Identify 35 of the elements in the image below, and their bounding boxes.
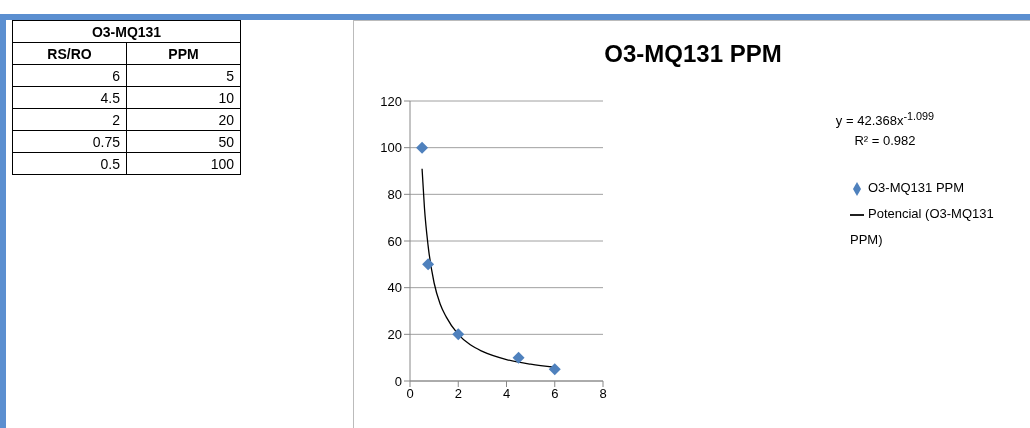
- legend-label: O3-MQ131 PPM: [868, 180, 965, 195]
- text: PPM: [126, 42, 241, 65]
- x-tick-label: 0: [406, 386, 414, 402]
- point: [416, 141, 429, 154]
- y-tick-label: 40: [387, 280, 402, 296]
- text: 100: [126, 152, 241, 175]
- text: 4.5: [12, 86, 127, 109]
- text: 6: [12, 64, 127, 87]
- text: RS/RO: [12, 42, 127, 65]
- text: 2: [12, 108, 127, 131]
- x-tick-label: 8: [599, 386, 607, 402]
- point: [548, 363, 561, 376]
- point: [452, 328, 465, 341]
- x-tick-label: 2: [454, 386, 462, 402]
- text: O3-MQ131 PPM: [603, 40, 783, 68]
- y-tick-label: 20: [387, 326, 402, 342]
- text: y = 42.368x$^{-1.099}$: [834, 109, 936, 131]
- y-tick-label: 120: [380, 93, 402, 109]
- point: [512, 351, 525, 364]
- y-tick-label: 0: [394, 373, 402, 389]
- y-tick-label: 80: [387, 186, 402, 202]
- text: 0.5: [12, 152, 127, 175]
- y-tick-label: 60: [387, 233, 402, 249]
- text: 20: [126, 108, 241, 131]
- y-tick-label: 100: [380, 140, 402, 156]
- text: 0.75: [12, 130, 127, 153]
- text: O3-MQ131: [12, 20, 241, 43]
- text: 5: [126, 64, 241, 87]
- text: 10: [126, 86, 241, 109]
- x-tick-label: 4: [502, 386, 511, 402]
- text: R² = 0.982: [853, 132, 917, 151]
- point: [422, 258, 435, 271]
- x-tick-label: 6: [551, 386, 559, 402]
- text: 50: [126, 130, 241, 153]
- legend-label: Potencial (O3-MQ131 PPM): [850, 206, 994, 247]
